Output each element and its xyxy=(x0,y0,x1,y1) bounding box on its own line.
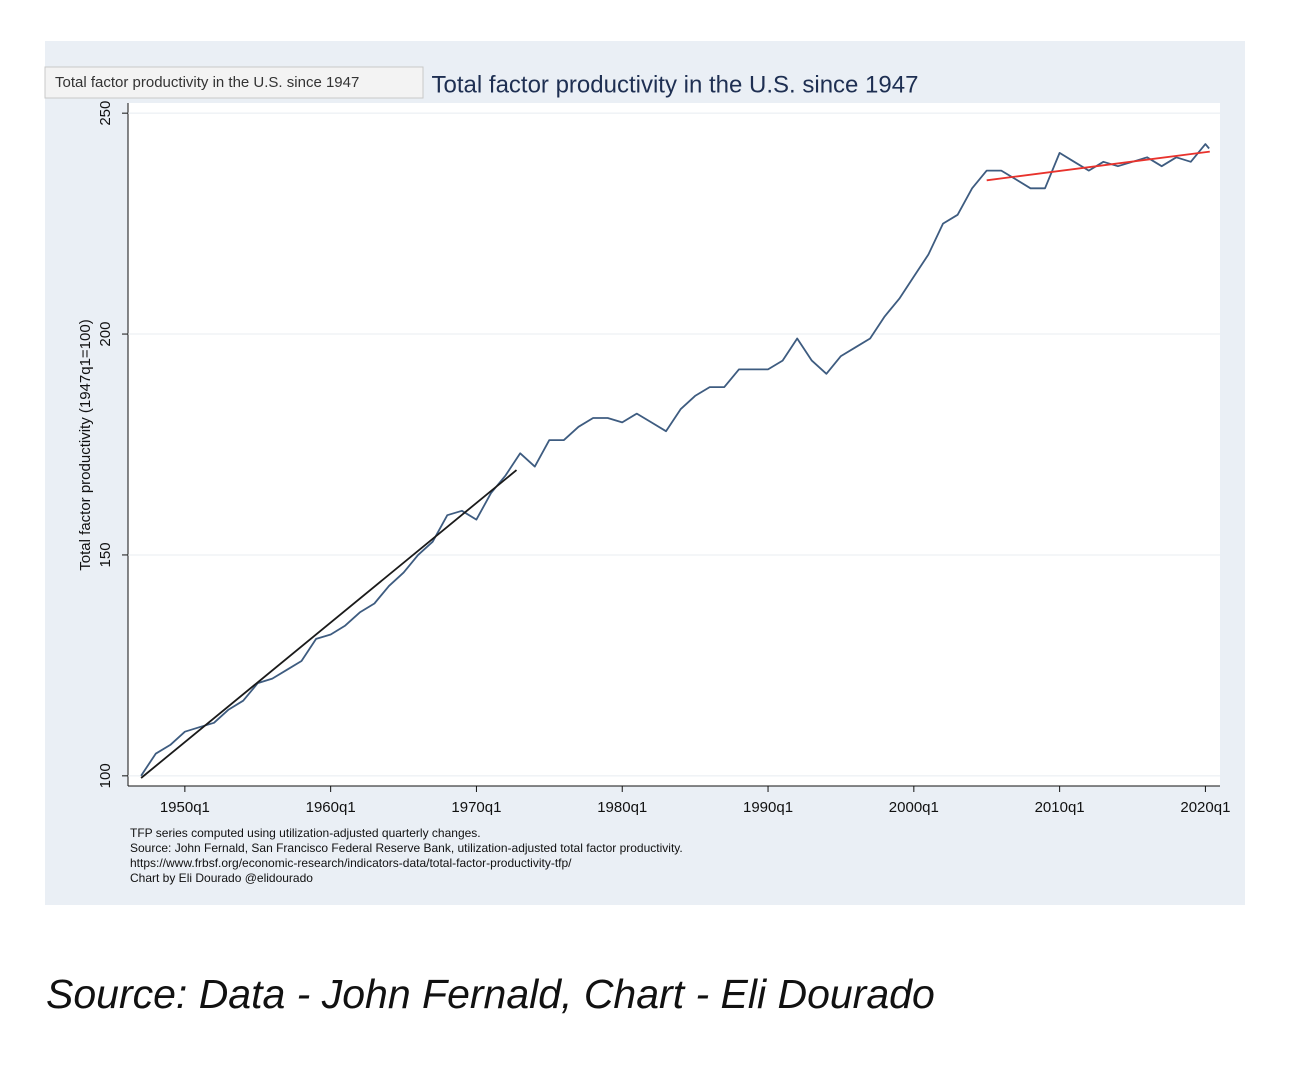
plot-area xyxy=(128,103,1220,786)
y-axis-label: Total factor productivity (1947q1=100) xyxy=(77,319,94,570)
line xyxy=(140,143,1210,777)
y-tick-label: 250 xyxy=(97,101,114,126)
caption: Source: Data - John Fernald, Chart - Eli… xyxy=(46,971,935,1017)
y-tick-label: 200 xyxy=(97,322,114,347)
note: Chart by Eli Dourado @elidourado xyxy=(130,871,313,885)
note: TFP series computed using utilization-ad… xyxy=(130,826,481,840)
line xyxy=(140,469,518,779)
x-tick-label: 1960q1 xyxy=(306,799,356,816)
x-tick-label: 2010q1 xyxy=(1035,799,1085,816)
chart-title: Total factor productivity in the U.S. si… xyxy=(432,71,919,98)
note: Source: John Fernald, San Francisco Fede… xyxy=(130,841,683,855)
line xyxy=(986,150,1210,182)
x-tick-label: 1980q1 xyxy=(597,799,647,816)
x-tick-label: 2020q1 xyxy=(1180,799,1230,816)
x-tick-label: 1970q1 xyxy=(451,799,501,816)
y-tick-label: 100 xyxy=(97,763,114,788)
y-tick-label: 150 xyxy=(97,542,114,567)
tooltip: Total factor productivity in the U.S. si… xyxy=(55,74,359,91)
x-tick-label: 1990q1 xyxy=(743,799,793,816)
x-tick-label: 1950q1 xyxy=(160,799,210,816)
x-tick-label: 2000q1 xyxy=(889,799,939,816)
note: https://www.frbsf.org/economic-research/… xyxy=(130,856,572,870)
tooltip-box xyxy=(44,66,424,99)
